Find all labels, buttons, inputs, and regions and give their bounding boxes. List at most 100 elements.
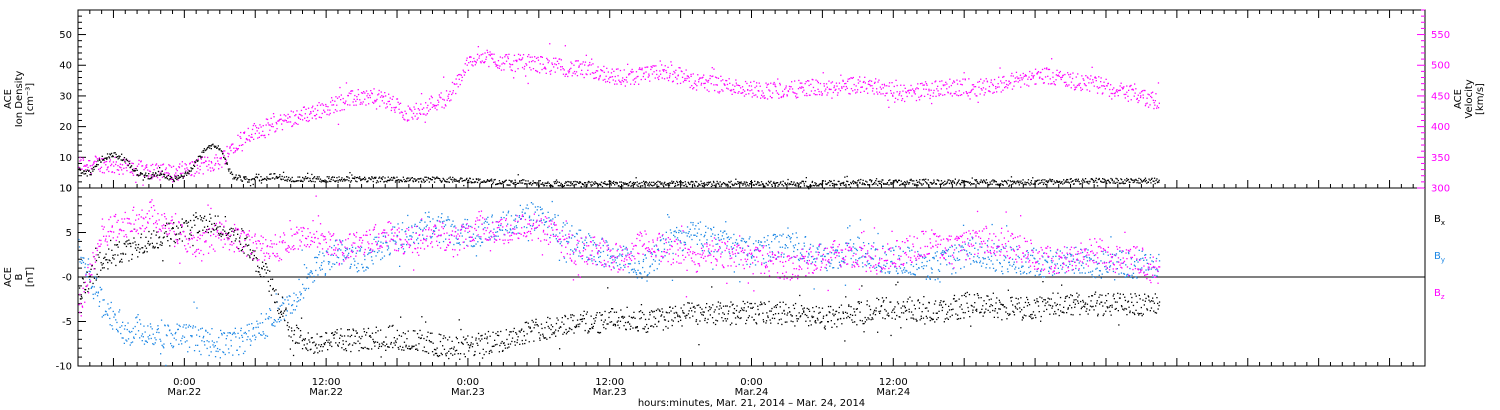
density-point [1152,180,1154,182]
velocity-point [813,93,815,95]
density-point [1012,180,1014,182]
by-point [173,337,175,339]
velocity-point [82,157,84,159]
velocity-point [793,92,795,94]
density-point [1077,180,1079,182]
by-point [718,239,720,241]
density-point [976,182,979,184]
density-point [808,188,810,190]
density-point [741,182,743,185]
velocity-point [976,95,978,97]
density-point [1135,179,1137,181]
velocity-point [737,84,739,86]
velocity-point [957,95,960,97]
by-point [735,255,737,257]
velocity-point [935,80,937,82]
density-point [1015,183,1017,185]
density-point [352,177,355,179]
by-point [850,257,852,260]
velocity-point [898,94,900,96]
velocity-point [1155,93,1157,95]
velocity-point [315,113,318,116]
velocity-point [224,163,226,165]
density-point [731,183,733,185]
velocity-point [841,86,843,88]
density-point [764,186,766,188]
by-point [866,261,868,263]
velocity-point [1068,74,1070,76]
density-point [682,182,684,184]
density-point [578,182,580,184]
velocity-point [485,56,488,58]
by-point [129,344,131,346]
by-point [913,273,915,275]
by-point [572,250,574,252]
density-point [1149,179,1151,182]
by-point [162,345,164,348]
by-point [208,354,210,357]
density-point [832,184,834,187]
density-point [507,184,509,186]
velocity-point [312,110,314,112]
velocity-point [1129,85,1131,87]
velocity-point [607,71,609,73]
by-point [658,259,660,261]
by-point [859,219,862,221]
velocity-point [540,56,542,58]
density-point [94,165,96,167]
velocity-point [943,84,945,87]
density-point [401,180,403,183]
velocity-point [631,68,633,71]
velocity-point [170,176,172,178]
by-point [526,226,528,229]
velocity-point [585,54,587,56]
velocity-point [196,171,198,173]
density-point [676,180,678,183]
by-point [461,225,463,228]
velocity-point [1088,82,1090,84]
velocity-point [371,92,373,94]
density-point [228,170,230,172]
by-point [252,328,254,330]
density-point [628,184,630,186]
density-point [519,181,521,183]
velocity-point [1142,97,1144,99]
velocity-point [262,125,264,127]
velocity-point [1100,81,1102,83]
density-point [506,184,508,186]
by-point [293,292,295,294]
velocity-point [108,170,110,173]
density-point [409,179,411,181]
time-tick-label: 12:00 [595,377,624,388]
density-point [732,184,734,187]
velocity-point [622,81,625,83]
density-point [492,181,495,183]
by-point [760,241,762,243]
by-point [398,248,400,250]
density-point [1140,178,1142,180]
by-point [886,262,888,265]
velocity-point [339,110,341,112]
velocity-point [1041,78,1043,80]
density-point [394,177,396,179]
by-point [130,342,132,344]
density-point [786,188,788,190]
by-point [297,297,299,299]
velocity-point [1074,86,1076,88]
velocity-point [831,97,833,99]
density-point [309,177,311,180]
velocity-point [782,96,784,98]
velocity-point [252,124,254,127]
density-point [371,176,373,178]
density-point [1096,181,1098,184]
density-point [106,158,108,160]
velocity-point [1118,89,1121,92]
density-point [885,183,887,185]
density-point [1154,182,1156,185]
by-point [448,219,451,221]
velocity-point [725,79,727,82]
velocity-point [242,144,244,146]
density-point [957,182,959,184]
velocity-point [356,96,358,98]
density-point [200,157,202,159]
